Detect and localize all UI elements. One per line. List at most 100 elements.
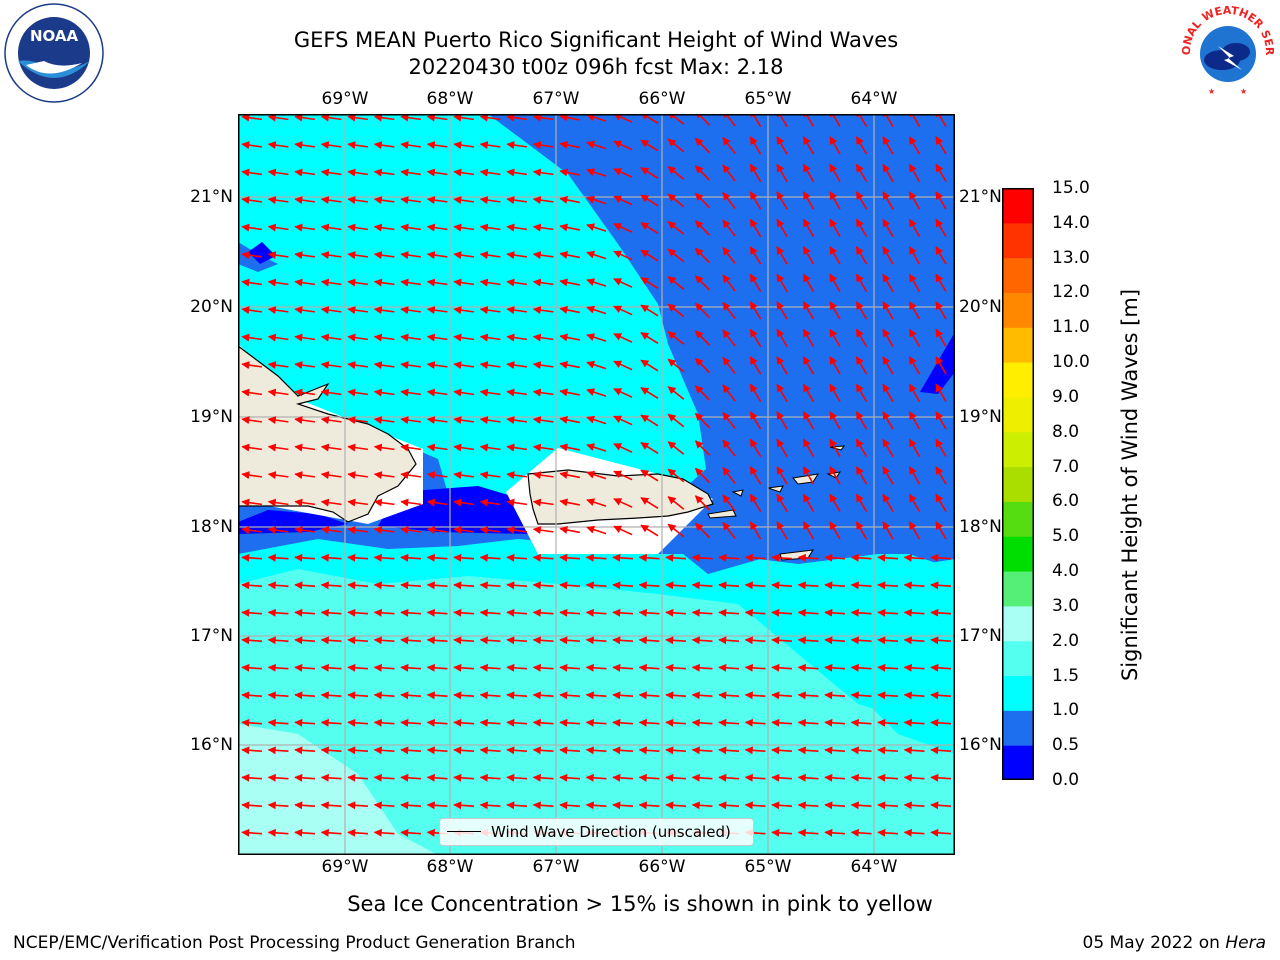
wind-wave-arrow — [400, 416, 422, 425]
wind-wave-arrow — [347, 223, 369, 232]
wind-wave-arrow — [559, 663, 581, 672]
wind-wave-arrow — [744, 553, 766, 562]
wind-wave-arrow — [694, 165, 711, 181]
wind-wave-arrow — [267, 746, 289, 755]
colorbar-bin — [1002, 745, 1034, 780]
wind-wave-arrow — [612, 801, 634, 810]
wind-wave-arrow — [665, 636, 687, 645]
wind-wave-arrow — [532, 553, 554, 562]
wind-wave-arrow — [824, 801, 846, 810]
colorbar-tick-label: 2.0 — [1052, 630, 1080, 651]
wind-wave-arrow — [850, 691, 872, 700]
wind-wave-arrow — [320, 526, 342, 535]
wind-wave-arrow — [802, 246, 815, 265]
wind-wave-arrow — [479, 608, 501, 617]
wind-wave-arrow — [694, 357, 711, 374]
wind-wave-arrow — [855, 411, 868, 430]
wind-wave-arrow — [400, 223, 422, 232]
colorbar-bin — [1002, 327, 1034, 363]
wind-wave-arrow — [294, 746, 316, 755]
colorbar-bin — [1002, 536, 1034, 572]
wind-wave-arrow — [532, 691, 554, 700]
wind-wave-arrow — [882, 273, 894, 293]
wind-wave-arrow — [267, 196, 289, 205]
wind-wave-arrow — [241, 333, 263, 342]
wind-wave-arrow — [718, 773, 740, 782]
wind-wave-arrow — [506, 718, 528, 727]
wind-wave-arrow — [347, 746, 369, 755]
wind-wave-arrow — [373, 718, 395, 727]
colorbar-tick-label: 4.0 — [1052, 561, 1080, 582]
wind-wave-arrow — [586, 114, 607, 122]
wind-wave-arrow — [744, 773, 766, 782]
wind-wave-arrow — [267, 251, 289, 260]
wind-wave-arrow — [694, 522, 711, 539]
wind-wave-arrow — [241, 801, 263, 810]
wind-wave-arrow — [749, 191, 762, 210]
wind-wave-arrow — [722, 164, 736, 182]
wind-wave-arrow — [453, 196, 475, 205]
wind-wave-arrow — [612, 553, 634, 562]
wind-wave-arrow — [824, 553, 846, 562]
wind-wave-arrow — [479, 388, 501, 397]
wind-wave-arrow — [877, 746, 899, 755]
wind-wave-arrow — [453, 663, 475, 672]
puerto-rico-landmass — [527, 469, 714, 525]
wind-wave-arrow — [347, 636, 369, 645]
wind-wave-arrow — [320, 746, 342, 755]
wind-wave-arrow — [267, 691, 289, 700]
wind-wave-arrow — [691, 773, 713, 782]
wind-wave-arrow — [776, 466, 788, 485]
map-title: GEFS MEAN Puerto Rico Significant Height… — [293, 28, 899, 52]
colorbar-bin — [1002, 431, 1034, 468]
wind-wave-arrow — [935, 521, 947, 540]
wind-wave-arrow — [241, 306, 263, 315]
wind-wave-arrow — [776, 383, 788, 403]
wind-wave-arrow — [320, 333, 342, 342]
footer-machine: Hera — [1225, 933, 1266, 953]
wind-wave-arrow — [506, 361, 528, 370]
wind-wave-arrow — [585, 553, 607, 562]
colorbar-tick-label: 1.5 — [1052, 665, 1080, 686]
wind-wave-arrow — [506, 141, 528, 150]
wind-wave-arrow — [532, 388, 554, 397]
wind-wave-arrow — [802, 493, 815, 513]
wind-wave-arrow — [908, 493, 921, 513]
wind-wave-arrow — [935, 411, 947, 430]
wind-wave-arrow — [426, 114, 448, 122]
wind-wave-arrow — [506, 746, 528, 755]
wind-wave-arrow — [347, 773, 369, 782]
wind-wave-arrow — [855, 466, 868, 485]
wind-wave-arrow — [426, 443, 448, 452]
wind-wave-arrow — [400, 251, 422, 260]
wind-wave-arrow — [532, 141, 554, 150]
wind-wave-arrow — [453, 416, 475, 425]
wave-height-map — [238, 114, 955, 855]
wind-wave-arrow — [908, 273, 921, 293]
wind-wave-arrow — [694, 137, 711, 154]
wind-wave-arrow — [479, 718, 501, 727]
wind-wave-arrow — [718, 553, 740, 562]
wind-wave-arrow — [586, 223, 607, 232]
wind-wave-arrow — [532, 443, 554, 452]
wind-wave-arrow — [749, 136, 762, 155]
wave-height-zone-1-1.5m — [798, 559, 955, 754]
wind-wave-arrow — [585, 801, 607, 810]
wind-wave-arrow — [718, 608, 740, 617]
wind-wave-arrow — [903, 663, 925, 672]
wind-wave-arrow — [320, 114, 342, 122]
wind-wave-arrow — [426, 498, 448, 507]
wind-wave-arrow — [667, 114, 685, 125]
wind-wave-arrow — [506, 251, 528, 260]
wind-wave-arrow — [241, 278, 263, 287]
wind-wave-arrow — [559, 553, 581, 562]
wind-wave-arrow — [320, 691, 342, 700]
wind-wave-arrow — [400, 168, 422, 177]
wind-wave-arrow — [559, 746, 581, 755]
wind-wave-arrow — [559, 333, 580, 342]
map-subtitle-forecast: 20220430 t00z 096h fcst Max: 2.18 — [408, 55, 784, 79]
wind-wave-arrow — [347, 416, 369, 425]
wind-wave-arrow — [930, 553, 952, 562]
colorbar-bin — [1002, 605, 1034, 642]
wind-wave-arrow — [722, 246, 736, 264]
